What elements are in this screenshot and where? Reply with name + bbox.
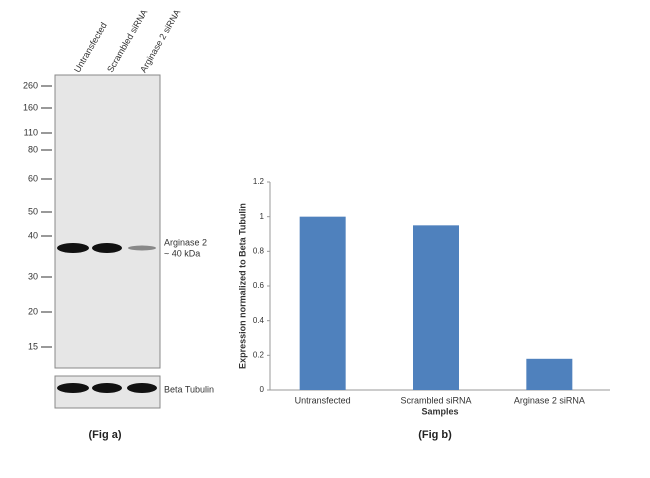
marker-label: 20 xyxy=(28,306,38,316)
marker-label: 160 xyxy=(23,102,38,112)
y-tick-label: 1 xyxy=(260,212,265,221)
x-tick-label: Untransfected xyxy=(295,395,351,405)
marker-label: 15 xyxy=(28,341,38,351)
bar xyxy=(413,225,459,390)
band xyxy=(92,243,122,253)
marker-label: 110 xyxy=(24,127,38,137)
lane-label: Untransfected xyxy=(72,21,109,75)
marker-label: 260 xyxy=(23,80,38,90)
y-tick-label: 0.8 xyxy=(253,246,265,255)
bar xyxy=(299,216,346,390)
caption: (Fig b) xyxy=(418,429,452,441)
band-size: ~ 40 kDa xyxy=(164,248,200,258)
y-tick-label: 0.2 xyxy=(253,350,265,359)
band xyxy=(57,243,89,253)
marker-label: 50 xyxy=(28,206,38,216)
y-tick-label: 0.4 xyxy=(253,316,265,325)
x-tick-label: Scrambled siRNA xyxy=(400,395,471,405)
band-label: Arginase 2 xyxy=(164,237,207,247)
marker-label: 60 xyxy=(28,173,38,183)
caption: (Fig a) xyxy=(89,429,122,441)
band xyxy=(57,383,89,393)
marker-label: 80 xyxy=(28,144,38,154)
x-tick-label: Arginase 2 siRNA xyxy=(514,395,585,405)
y-axis-label: Expression normalized to Beta Tubulin xyxy=(237,203,247,369)
marker-label: 40 xyxy=(28,230,38,240)
band xyxy=(128,245,156,251)
control-label: Beta Tubulin xyxy=(164,384,214,394)
y-tick-label: 1.2 xyxy=(253,177,265,186)
x-axis-label: Samples xyxy=(421,406,458,416)
bar xyxy=(526,358,573,390)
blot-panel xyxy=(54,74,161,369)
band xyxy=(127,383,157,393)
y-tick-label: 0.6 xyxy=(253,281,265,290)
band xyxy=(92,383,122,393)
y-tick-label: 0 xyxy=(260,385,265,394)
marker-label: 30 xyxy=(28,271,38,281)
